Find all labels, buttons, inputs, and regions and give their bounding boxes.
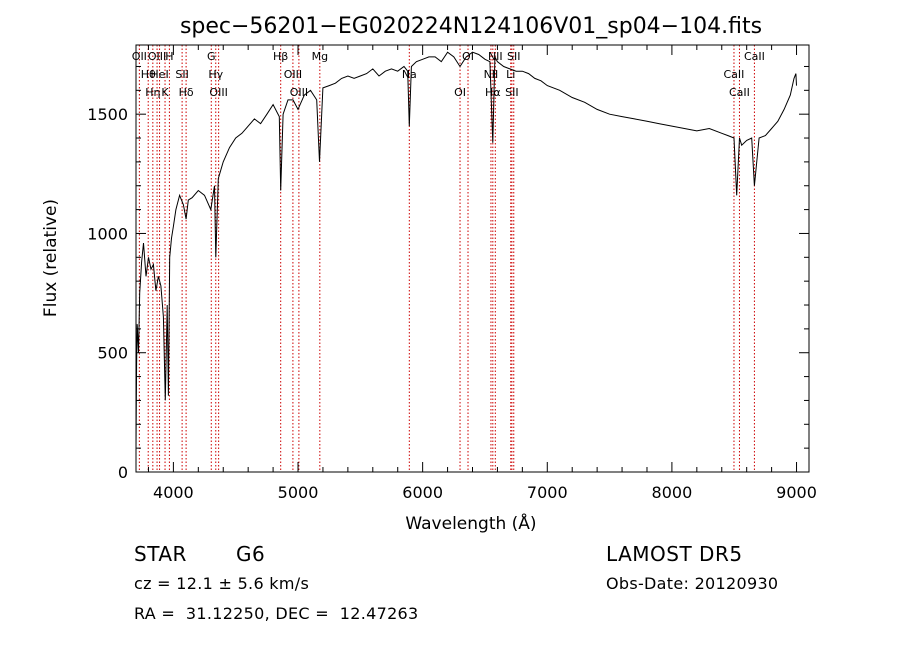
line-marker-label: Na	[402, 68, 417, 81]
obs-date: Obs-Date: 20120930	[606, 574, 779, 593]
line-marker-label: OII	[132, 50, 147, 63]
line-marker-label: Hα	[485, 86, 501, 99]
x-tick-label: 4000	[153, 483, 194, 502]
line-marker-label: Hθ	[141, 68, 156, 81]
x-tick-label: 8000	[652, 483, 693, 502]
line-marker-label: K	[161, 86, 169, 99]
line-marker-label: CaII	[729, 86, 750, 99]
y-axis-label: Flux (relative)	[41, 199, 61, 317]
line-marker-label: CaII	[724, 68, 745, 81]
line-marker-label: CaII	[744, 50, 765, 63]
line-marker-label: OIII	[148, 50, 166, 63]
line-marker-label: Hδ	[179, 86, 194, 99]
redshift-text: cz = 12.1 ± 5.6 km/s	[134, 574, 310, 593]
line-marker-label: Hη	[145, 86, 160, 99]
line-marker-label: OIII	[290, 86, 308, 99]
object-class: STAR	[134, 542, 187, 566]
line-marker-label: OIII	[209, 86, 227, 99]
line-marker-label: Hβ	[273, 50, 288, 63]
line-marker-label: Mg	[312, 50, 328, 63]
x-tick-label: 9000	[776, 483, 817, 502]
y-tick-label: 1000	[87, 224, 128, 243]
spectrum-line	[135, 51, 797, 451]
coordinates: RA = 31.12250, DEC = 12.47263	[134, 604, 419, 623]
line-marker-label: HeI	[150, 68, 168, 81]
line-marker-label: OI	[462, 50, 474, 63]
chart-title: spec−56201−EG020224N124106V01_sp04−104.f…	[180, 14, 762, 39]
line-marker-label: OIII	[284, 68, 302, 81]
line-marker-label: H	[165, 50, 173, 63]
y-tick-label: 1500	[87, 105, 128, 124]
line-marker-label: G	[207, 50, 216, 63]
x-tick-label: 7000	[527, 483, 568, 502]
line-marker-label: OI	[454, 86, 466, 99]
line-marker-label: SII	[507, 50, 520, 63]
y-tick-label: 500	[97, 344, 128, 363]
line-marker-label: SII	[175, 68, 188, 81]
plot-frame	[135, 44, 810, 473]
x-tick-label: 5000	[278, 483, 319, 502]
subclass: G6	[236, 542, 266, 566]
line-marker-label: Li	[506, 68, 515, 81]
x-tick-label: 6000	[402, 483, 443, 502]
line-marker-label: SII	[505, 86, 518, 99]
survey-label: LAMOST DR5	[606, 542, 743, 566]
y-tick-label: 0	[118, 463, 128, 482]
x-axis-label: Wavelength (Å)	[405, 512, 536, 534]
line-marker-label: Hγ	[208, 68, 223, 81]
line-marker-label: NII	[488, 50, 503, 63]
